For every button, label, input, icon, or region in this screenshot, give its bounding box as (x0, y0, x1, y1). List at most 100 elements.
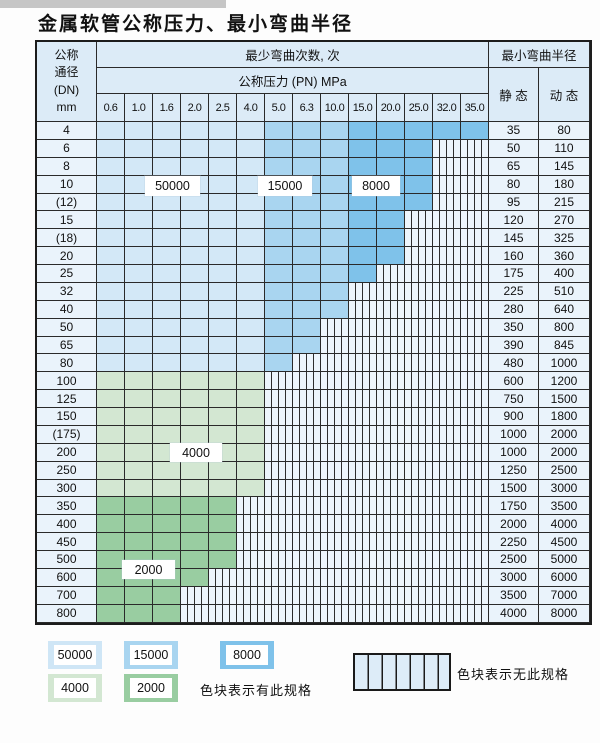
spec-cell-hatched (209, 604, 237, 623)
dynamic-radius-cell: 510 (539, 282, 590, 301)
spec-cell-colored (237, 354, 265, 373)
spec-cell-colored (153, 139, 181, 158)
spec-cell-hatched (265, 461, 293, 480)
dn-cell: 125 (37, 390, 97, 408)
dynamic-radius-cell: 4000 (539, 515, 590, 534)
spec-cell-hatched (181, 604, 209, 623)
dynamic-radius-cell: 270 (539, 211, 590, 230)
spec-cell-colored (209, 139, 237, 158)
spec-cell-colored (237, 265, 265, 283)
spec-cell-hatched (293, 390, 321, 408)
spec-cell-colored (377, 157, 405, 176)
dn-cell: 600 (37, 568, 97, 587)
spec-cell-colored (377, 193, 405, 212)
legend-swatch-value: 4000 (54, 678, 96, 698)
spec-cell-colored (181, 247, 209, 265)
spec-cell-hatched (321, 586, 349, 605)
spec-cell-hatched (265, 515, 293, 534)
spec-cell-colored (265, 354, 293, 373)
spec-cell-colored (153, 193, 181, 212)
dynamic-radius-cell: 2000 (539, 425, 590, 444)
dn-cell: (12) (37, 193, 97, 212)
legend-swatch-2000: 2000 (124, 674, 178, 702)
spec-cell-hatched (433, 604, 461, 623)
spec-cell-colored (97, 604, 125, 623)
spec-cell-colored (97, 354, 125, 373)
dn-cell: (175) (37, 425, 97, 444)
legend-swatch-50000: 50000 (48, 641, 102, 669)
pressure-col-label: 0.6 (97, 94, 125, 122)
spec-cell-colored (181, 551, 209, 569)
spec-cell-colored (209, 229, 237, 248)
spec-cell-hatched (461, 390, 489, 408)
spec-cell-colored (97, 157, 125, 176)
spec-cell-colored (181, 354, 209, 373)
spec-cell-colored (237, 390, 265, 408)
spec-cell-hatched (377, 551, 405, 569)
static-radius-cell: 1000 (489, 425, 539, 444)
spec-cell-hatched (405, 408, 433, 426)
spec-cell-colored (97, 336, 125, 355)
spec-cell-hatched (433, 175, 461, 194)
spec-cell-colored (125, 139, 153, 158)
dn-cell: 4 (37, 122, 97, 140)
spec-cell-colored (293, 300, 321, 319)
spec-cell-hatched (461, 229, 489, 248)
dn-cell: 8 (37, 157, 97, 176)
legend-swatch-8000: 8000 (220, 641, 274, 669)
spec-cell-colored (293, 139, 321, 158)
dynamic-radius-cell: 110 (539, 139, 590, 158)
spec-cell-colored (237, 122, 265, 140)
spec-cell-hatched (321, 604, 349, 623)
spec-cell-colored (97, 533, 125, 551)
spec-cell-colored (97, 247, 125, 265)
static-radius-cell: 145 (489, 229, 539, 248)
static-radius-cell: 1750 (489, 497, 539, 516)
spec-cell-hatched (293, 372, 321, 391)
spec-cell-colored (321, 157, 349, 176)
spec-cell-hatched (461, 354, 489, 373)
spec-cell-hatched (405, 515, 433, 534)
spec-cell-hatched (293, 408, 321, 426)
spec-cell-colored (97, 139, 125, 158)
spec-cell-hatched (377, 515, 405, 534)
spec-cell-colored (209, 318, 237, 337)
spec-cell-colored (97, 265, 125, 283)
spec-cell-hatched (433, 318, 461, 337)
spec-cell-hatched (293, 604, 321, 623)
spec-cell-colored (209, 408, 237, 426)
spec-cell-hatched (461, 425, 489, 444)
static-radius-cell: 120 (489, 211, 539, 230)
spec-cell-hatched (377, 372, 405, 391)
dynamic-radius-cell: 2000 (539, 443, 590, 462)
spec-cell-hatched (433, 211, 461, 230)
spec-cell-hatched (461, 533, 489, 551)
spec-cell-colored (153, 300, 181, 319)
static-radius-cell: 225 (489, 282, 539, 301)
spec-cell-colored (97, 282, 125, 301)
dynamic-radius-cell: 2500 (539, 461, 590, 480)
dn-cell: (18) (37, 229, 97, 248)
spec-cell-colored (405, 157, 433, 176)
static-radius-cell: 2250 (489, 533, 539, 551)
spec-cell-hatched (405, 461, 433, 480)
static-radius-cell: 1000 (489, 443, 539, 462)
spec-cell-hatched (405, 604, 433, 623)
spec-cell-colored (293, 211, 321, 230)
spec-cell-colored (153, 461, 181, 480)
dn-cell: 150 (37, 408, 97, 426)
spec-cell-colored (181, 390, 209, 408)
spec-cell-hatched (405, 390, 433, 408)
spec-cell-hatched (349, 390, 377, 408)
spec-cell-colored (153, 229, 181, 248)
spec-cell-colored (181, 300, 209, 319)
spec-cell-colored (209, 515, 237, 534)
spec-cell-colored (237, 408, 265, 426)
spec-cell-hatched (293, 354, 321, 373)
spec-cell-colored (181, 515, 209, 534)
spec-cell-hatched (377, 318, 405, 337)
spec-cell-hatched (293, 425, 321, 444)
spec-cell-colored (153, 318, 181, 337)
spec-cell-hatched (405, 318, 433, 337)
spec-cell-colored (209, 497, 237, 516)
